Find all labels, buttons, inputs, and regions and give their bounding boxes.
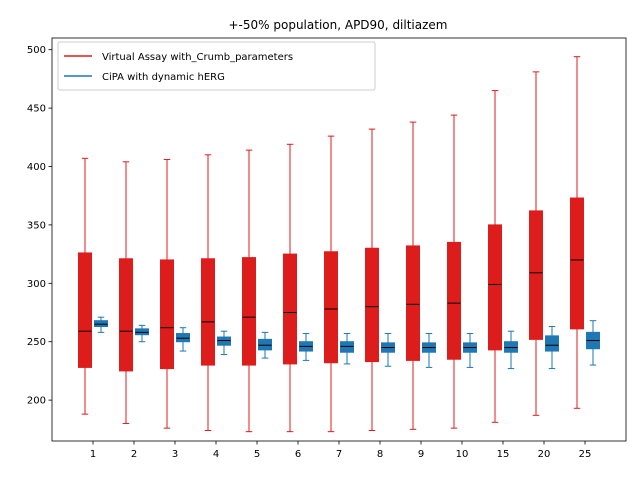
box-body [365, 247, 379, 363]
y-tick-label: 350 [27, 220, 46, 231]
box-body [201, 258, 215, 366]
box-body [406, 245, 420, 361]
box-0-8 [365, 128, 379, 431]
box-body [570, 197, 584, 330]
box-body [283, 253, 297, 365]
box-0-6 [283, 143, 297, 433]
x-tick-label: 6 [295, 449, 301, 460]
box-1-1 [94, 316, 108, 333]
x-tick-label: 3 [172, 449, 178, 460]
box-body [488, 224, 502, 351]
legend-frame [57, 41, 376, 91]
box-0-9 [406, 121, 420, 430]
box-body [258, 338, 272, 351]
box-0-5 [242, 149, 256, 433]
box-body [324, 251, 338, 364]
x-tick-label: 10 [456, 449, 469, 460]
box-0-10 [447, 114, 461, 429]
legend-label-cipa: CiPA with dynamic hERG [102, 72, 225, 83]
x-tick-label: 20 [538, 449, 551, 460]
box-1-9 [422, 333, 436, 368]
x-tick-label: 7 [336, 449, 342, 460]
x-tick-label: 9 [418, 449, 424, 460]
box-0-1 [78, 157, 92, 415]
box-0-2 [119, 161, 133, 424]
y-axis: 200 250 300 350 400 450 500 [27, 45, 52, 407]
box-1-5 [258, 331, 272, 359]
box-body [176, 333, 190, 343]
plot-area [78, 56, 600, 433]
x-tick-label: 4 [213, 449, 219, 460]
y-tick-label: 400 [27, 162, 46, 173]
box-body [78, 252, 92, 368]
y-tick-label: 450 [27, 104, 46, 115]
box-body [545, 335, 559, 352]
box-1-15 [504, 330, 518, 370]
box-0-15 [488, 90, 502, 423]
box-body [119, 258, 133, 372]
box-body [447, 241, 461, 360]
x-tick-label: 2 [131, 449, 137, 460]
x-tick-label: 15 [497, 449, 510, 460]
box-1-20 [545, 326, 559, 370]
box-1-6 [299, 333, 313, 361]
box-body [529, 210, 543, 340]
box-0-20 [529, 71, 543, 416]
box-1-8 [381, 333, 395, 367]
box-1-10 [463, 333, 477, 368]
y-tick-label: 300 [27, 279, 46, 290]
box-body [504, 341, 518, 353]
box-1-3 [176, 327, 190, 352]
x-tick-label: 8 [377, 449, 383, 460]
box-0-4 [201, 154, 215, 431]
y-tick-label: 250 [27, 337, 46, 348]
box-0-3 [160, 158, 174, 429]
y-tick-label: 500 [27, 45, 46, 56]
box-1-7 [340, 333, 354, 365]
box-1-2 [135, 324, 149, 343]
box-body [242, 257, 256, 366]
series-1-boxes [94, 316, 600, 370]
x-tick-label: 5 [254, 449, 260, 460]
box-0-25 [570, 56, 584, 409]
box-body [94, 320, 108, 328]
axes-frame [51, 37, 627, 442]
box-1-25 [586, 320, 600, 366]
box-body [135, 328, 149, 336]
y-tick-label: 200 [27, 396, 46, 407]
legend-label-virtual-assay: Virtual Assay with_Crumb_parameters [102, 52, 293, 63]
x-tick-label: 25 [579, 449, 592, 460]
x-axis: 1 2 3 4 5 6 7 8 9 10 15 20 25 [90, 441, 592, 460]
box-body [340, 341, 354, 353]
series-0-boxes [78, 56, 584, 433]
legend: Virtual Assay with_Crumb_parameters CiPA… [57, 41, 376, 91]
chart-title: +-50% population, APD90, diltiazem [229, 18, 448, 32]
box-body [217, 336, 231, 346]
x-tick-label: 1 [90, 449, 96, 460]
box-1-4 [217, 330, 231, 356]
box-0-7 [324, 135, 338, 433]
box-body [160, 259, 174, 370]
